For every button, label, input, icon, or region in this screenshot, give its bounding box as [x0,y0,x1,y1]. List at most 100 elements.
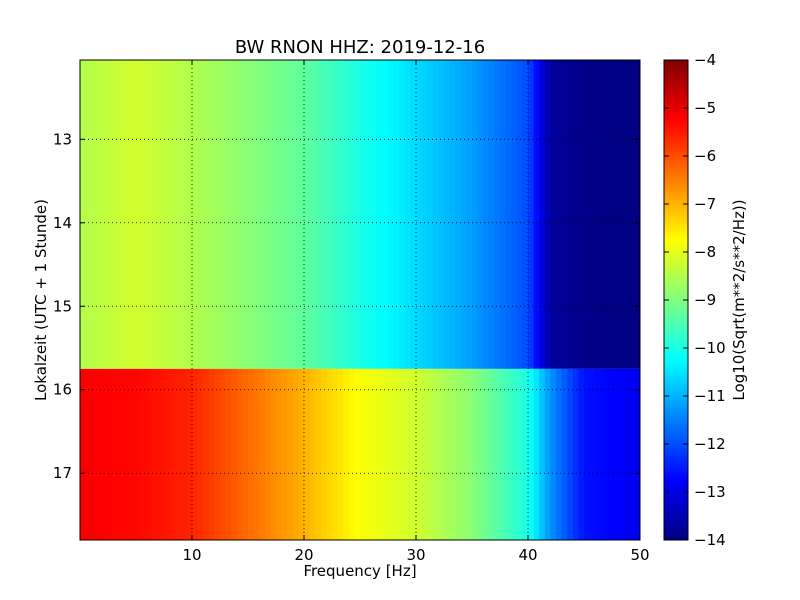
heatmap-cell [354,60,361,369]
heatmap-cell [337,60,344,369]
heatmap-cell [460,368,467,540]
heatmap-cell [382,60,389,369]
y-tick-label: 14 [53,214,72,232]
colorbar-tick-label: −14 [694,531,726,549]
heatmap-cell [298,368,305,540]
heatmap-cell [438,60,445,369]
heatmap-cell [298,60,305,369]
heatmap-cell [600,60,607,369]
heatmap-cell [164,60,171,369]
heatmap-cell [567,368,574,540]
y-tick-label: 13 [53,130,72,148]
heatmap-cell [326,368,333,540]
heatmap-cell [225,368,232,540]
heatmap-cell [634,60,640,369]
heatmap-cell [589,368,596,540]
heatmap-cell [292,60,299,369]
heatmap-cell [320,60,327,369]
heatmap-cell [488,60,495,369]
heatmap-cell [494,60,501,369]
heatmap-cell [197,368,204,540]
heatmap-cell [236,60,243,369]
heatmap-cell [444,368,451,540]
heatmap-cell [628,60,635,369]
heatmap-cell [169,60,176,369]
colorbar-tick-label: −8 [694,243,716,261]
heatmap-cell [365,60,372,369]
heatmap-cell [236,368,243,540]
heatmap-cell [259,60,266,369]
heatmap-cell [416,368,423,540]
heatmap-cell [511,368,518,540]
heatmap-cell [388,368,395,540]
heatmap-cell [404,368,411,540]
heatmap-cell [561,368,568,540]
heatmap-cell [343,368,350,540]
heatmap-cell [220,368,227,540]
grid-lines [80,60,640,540]
heatmap-cell [102,60,109,369]
heatmap-cell [192,368,199,540]
heatmap-cell [320,368,327,540]
heatmap-cell [242,60,249,369]
heatmap-cell [208,368,215,540]
heatmap-cell [91,368,98,540]
x-tick-label: 50 [630,546,649,564]
heatmap-cell [634,368,640,540]
heatmap-cell [483,368,490,540]
heatmap-cell [180,60,187,369]
heatmap-cell [348,60,355,369]
heatmap-cell [348,368,355,540]
heatmap-cell [556,60,563,369]
heatmap-cell [438,368,445,540]
heatmap-cell [309,368,316,540]
heatmap-cell [287,60,294,369]
y-tick-label: 15 [53,297,72,315]
heatmap-cell [533,60,540,369]
heatmap-cell [427,60,434,369]
heatmap-cell [276,60,283,369]
heatmap-cell [231,368,238,540]
heatmap-cell [253,368,260,540]
heatmap-cell [466,368,473,540]
heatmap-cell [304,60,311,369]
heatmap-area [80,60,640,540]
heatmap-cell [136,60,143,369]
heatmap-cell [85,60,92,369]
heatmap-cell [500,368,507,540]
heatmap-cell [136,368,143,540]
heatmap-cell [399,368,406,540]
colorbar-tick-label: −9 [694,291,716,309]
heatmap-cell [584,60,591,369]
heatmap-cell [393,368,400,540]
heatmap-cell [130,368,137,540]
heatmap-cell [96,368,103,540]
heatmap-cell [113,60,120,369]
heatmap-cell [354,368,361,540]
heatmap-cell [550,368,557,540]
heatmap-cell [488,368,495,540]
heatmap-cell [186,368,193,540]
y-axis-label: Lokalzeit (UTC + 1 Stunde) [32,199,50,401]
heatmap-cell [376,368,383,540]
heatmap-cell [388,60,395,369]
heatmap-cell [539,60,546,369]
heatmap-cell [175,368,182,540]
heatmap-cell [522,60,529,369]
colorbar-tick-label: −12 [694,435,726,453]
heatmap-cell [214,368,221,540]
heatmap-cell [208,60,215,369]
heatmap-cell [612,368,619,540]
heatmap-cell [270,368,277,540]
heatmap-cell [522,368,529,540]
heatmap-cell [382,368,389,540]
heatmap-cell [511,60,518,369]
heatmap-cell [259,368,266,540]
heatmap-cell [248,60,255,369]
heatmap-cell [455,368,462,540]
heatmap-cell [113,368,120,540]
heatmap-cell [410,368,417,540]
heatmap-cell [477,60,484,369]
heatmap-cell [276,368,283,540]
heatmap-cell [332,368,339,540]
